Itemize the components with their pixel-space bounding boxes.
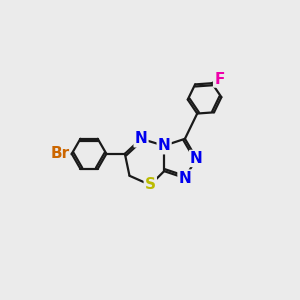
Text: N: N (178, 171, 191, 186)
Text: N: N (190, 151, 203, 166)
Text: N: N (158, 138, 170, 153)
Text: S: S (145, 178, 156, 193)
Text: N: N (135, 131, 147, 146)
Text: F: F (214, 71, 224, 86)
Text: Br: Br (50, 146, 69, 161)
